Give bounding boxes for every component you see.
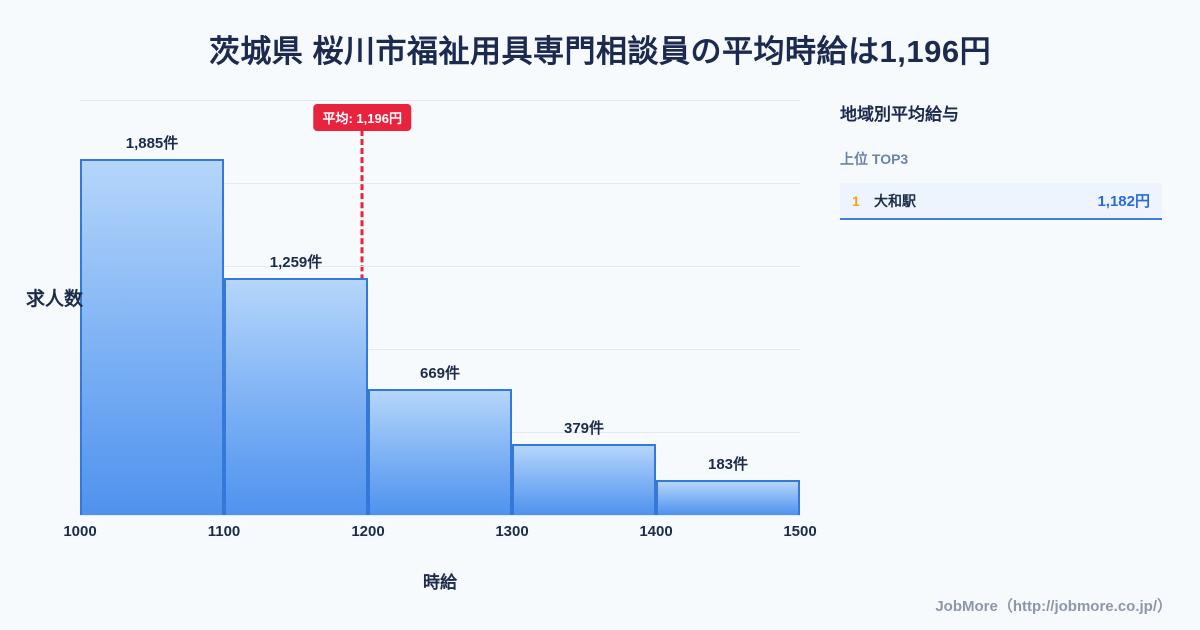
- page-title: 茨城県 桜川市福祉用具専門相談員の平均時給は1,196円: [208, 34, 992, 69]
- average-badge: 平均: 1,196円: [313, 104, 411, 131]
- bar-1100-1200: [224, 277, 368, 515]
- gridline: [80, 515, 800, 516]
- x-axis-label: 時給: [423, 573, 457, 592]
- y-axis-label: 求人数: [26, 289, 84, 310]
- bar-1300-1400: [512, 443, 656, 515]
- bar-value-label: 1,885件: [125, 135, 179, 153]
- bar-1000-1100: [80, 159, 224, 515]
- bar-value-label: 669件: [419, 364, 461, 382]
- rank-station-name: 大和駅: [874, 192, 916, 209]
- ranking-list: 1 大和駅 1,182円: [840, 183, 1162, 220]
- sidebar-heading: 地域別平均給与: [840, 105, 959, 124]
- gridline: [80, 349, 800, 350]
- x-tick-1500: 1500: [783, 523, 817, 540]
- gridline: [80, 266, 800, 267]
- bar-value-label: 379件: [563, 419, 605, 437]
- gridline: [80, 183, 800, 184]
- bar-value-label: 1,259件: [269, 253, 323, 271]
- gridline: [80, 100, 800, 101]
- bar-1200-1300: [368, 388, 512, 515]
- sidebar-subheading: 上位 TOP3: [840, 151, 909, 167]
- x-tick-1400: 1400: [639, 523, 673, 540]
- bar-1400-1500: [656, 480, 800, 515]
- sidebar: 地域別平均給与 上位 TOP3 1 大和駅 1,182円: [840, 100, 1162, 220]
- rank-number: 1: [852, 192, 860, 209]
- bar-value-label: 183件: [707, 456, 749, 474]
- footer-credit: JobMore（http://jobmore.co.jp/）: [935, 598, 1172, 615]
- x-tick-1300: 1300: [495, 523, 529, 540]
- x-tick-1000: 1000: [63, 523, 97, 540]
- x-tick-1100: 1100: [207, 523, 241, 540]
- plot-area: 平均: 1,196円 1,885件 1,259件 669件 379件 183件 1000 1…: [63, 100, 817, 540]
- ranking-item[interactable]: 1 大和駅 1,182円: [840, 183, 1162, 220]
- x-tick-1200: 1200: [351, 523, 385, 540]
- rank-wage-value: 1,182円: [1097, 193, 1150, 210]
